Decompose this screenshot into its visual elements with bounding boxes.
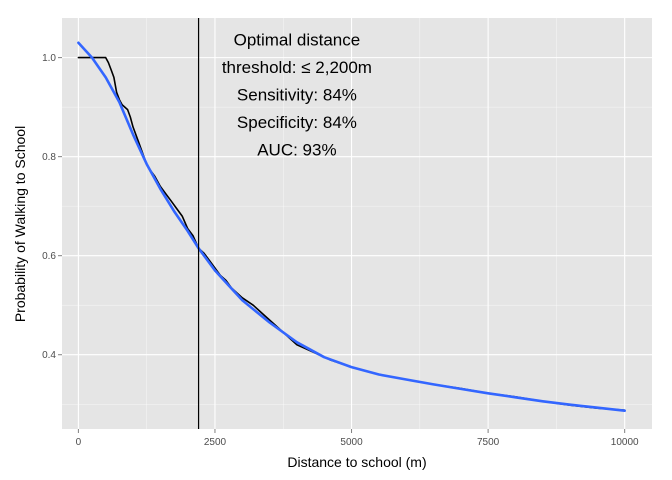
x-axis-ticks: 0 2500 5000 7500 10000 (76, 429, 639, 448)
annotation-line: threshold: ≤ 2,200m (222, 58, 372, 77)
y-tick-label: 0.6 (42, 251, 56, 262)
y-axis-ticks: 0.4 0.6 0.8 1.0 (42, 53, 62, 361)
x-tick-label: 7500 (477, 437, 500, 448)
annotation: Optimal distance threshold: ≤ 2,200m Sensi… (222, 31, 372, 160)
x-tick-label: 2500 (204, 437, 227, 448)
x-tick-label: 5000 (340, 437, 363, 448)
annotation-line: Specificity: 84% (237, 113, 357, 132)
y-tick-label: 0.4 (42, 350, 56, 361)
smoothed-curve (77, 41, 627, 413)
y-tick-label: 1.0 (42, 53, 56, 64)
annotation-line: AUC: 93% (257, 141, 336, 160)
minor-grid (62, 18, 652, 429)
annotation-line: Optimal distance (234, 31, 361, 50)
y-axis-title: Probability of Walking to School (12, 126, 28, 322)
x-tick-label: 10000 (611, 437, 639, 448)
x-axis-title: Distance to school (m) (287, 454, 426, 470)
major-grid (62, 18, 652, 429)
x-tick-label: 0 (76, 437, 82, 448)
annotation-line: Sensitivity: 84% (237, 86, 357, 105)
plot-panel (62, 18, 652, 429)
y-tick-label: 0.8 (42, 152, 56, 163)
